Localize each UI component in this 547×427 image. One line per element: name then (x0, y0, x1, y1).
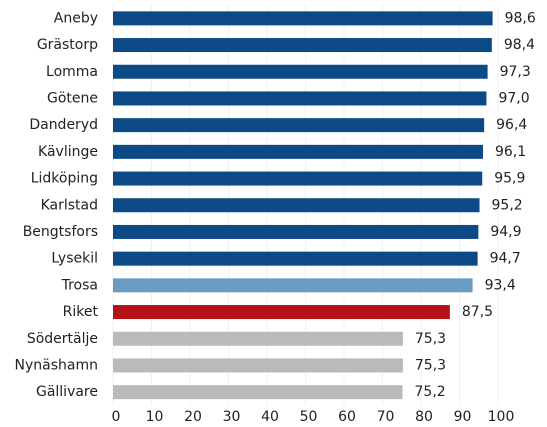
x-tick-label: 80 (415, 409, 433, 425)
x-tick-label: 20 (184, 409, 202, 425)
y-tick-label: Kävlinge (38, 144, 98, 160)
value-label: 94,9 (490, 224, 521, 240)
x-tick-label: 30 (223, 409, 241, 425)
x-tick-label: 50 (300, 409, 318, 425)
y-tick-label: Lomma (46, 64, 98, 80)
bar (113, 251, 478, 266)
bar (113, 38, 492, 53)
bar (113, 11, 493, 26)
value-label: 75,3 (415, 357, 446, 373)
y-tick-label: Danderyd (29, 117, 98, 133)
value-label: 96,1 (495, 144, 526, 160)
value-label: 98,4 (504, 37, 535, 53)
bar (113, 91, 487, 106)
x-tick-label: 90 (454, 409, 472, 425)
bar (113, 385, 403, 400)
bar (113, 64, 488, 79)
value-label: 75,3 (415, 331, 446, 347)
value-label: 95,9 (494, 171, 525, 187)
y-tick-label: Aneby (54, 10, 98, 26)
bar (113, 224, 479, 239)
value-label: 87,5 (462, 304, 493, 320)
x-tick-label: 60 (338, 409, 356, 425)
x-tick-label: 0 (112, 409, 121, 425)
bar (113, 171, 483, 186)
bar (113, 305, 450, 320)
y-tick-label: Lidköping (31, 171, 98, 187)
y-tick-label: Grästorp (37, 37, 98, 53)
value-label: 93,4 (485, 277, 516, 293)
value-label: 98,6 (505, 10, 536, 26)
y-tick-label: Södertälje (27, 331, 98, 347)
bar (113, 144, 483, 159)
x-tick-label: 40 (261, 409, 279, 425)
y-tick-label: Nynäshamn (15, 357, 98, 373)
value-label: 96,4 (496, 117, 527, 133)
x-tick-label: 10 (146, 409, 164, 425)
bar (113, 198, 480, 213)
y-tick-label: Trosa (61, 277, 98, 293)
x-tick-label: 70 (377, 409, 395, 425)
value-label: 75,2 (415, 384, 446, 400)
bar (113, 331, 403, 346)
y-tick-label: Gällivare (36, 384, 98, 400)
value-label: 94,7 (490, 251, 521, 267)
value-label: 95,2 (492, 197, 523, 213)
y-tick-label: Riket (63, 304, 99, 320)
y-tick-label: Karlstad (41, 197, 98, 213)
y-tick-label: Götene (47, 90, 98, 106)
y-tick-label: Bengtsfors (23, 224, 98, 240)
bar (113, 118, 485, 133)
bar (113, 358, 403, 373)
x-tick-label: 100 (488, 409, 515, 425)
bar (113, 278, 473, 293)
value-label: 97,0 (498, 90, 529, 106)
value-label: 97,3 (500, 64, 531, 80)
y-tick-label: Lysekil (51, 251, 98, 267)
